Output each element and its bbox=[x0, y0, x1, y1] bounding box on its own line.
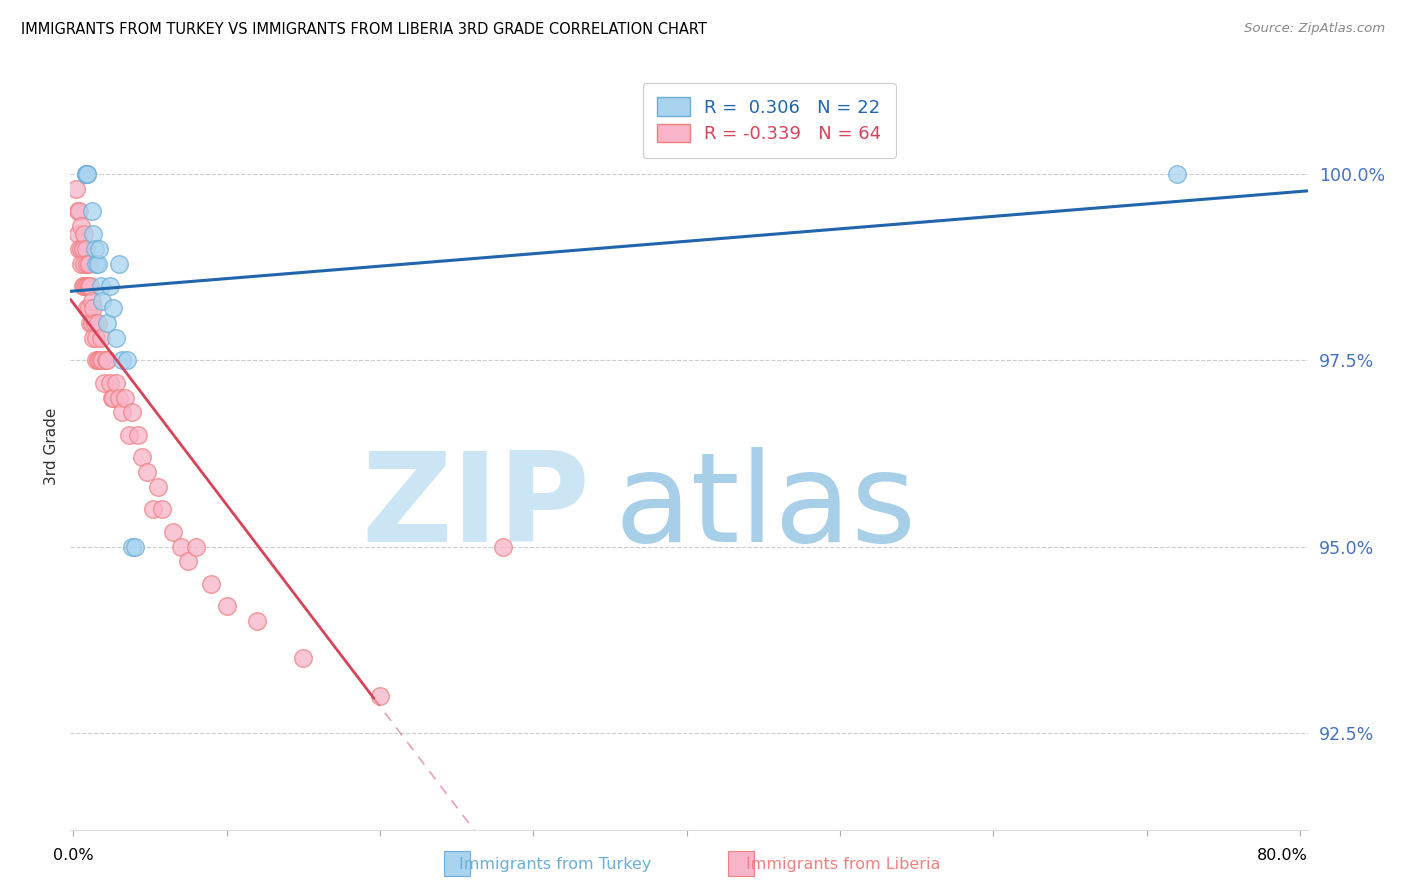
Point bbox=[91, 293, 114, 308]
Point bbox=[1166, 167, 1188, 181]
Point bbox=[77, 301, 100, 316]
Point bbox=[96, 316, 118, 330]
Point bbox=[108, 256, 131, 270]
Point bbox=[114, 391, 136, 405]
Point bbox=[90, 353, 112, 368]
Point bbox=[103, 391, 125, 405]
Point bbox=[103, 301, 125, 316]
Point bbox=[111, 405, 134, 419]
Point bbox=[86, 353, 108, 368]
Point bbox=[136, 465, 159, 479]
Point bbox=[66, 227, 89, 241]
Point bbox=[75, 278, 97, 293]
Point bbox=[146, 480, 169, 494]
Point bbox=[117, 427, 139, 442]
Point bbox=[121, 405, 143, 419]
Text: Source: ZipAtlas.com: Source: ZipAtlas.com bbox=[1244, 22, 1385, 36]
Point bbox=[96, 353, 118, 368]
Point bbox=[77, 278, 100, 293]
Text: Immigrants from Turkey: Immigrants from Turkey bbox=[460, 857, 651, 872]
Point bbox=[76, 256, 98, 270]
Point bbox=[200, 576, 222, 591]
Point bbox=[91, 353, 114, 368]
Point bbox=[77, 256, 100, 270]
Point bbox=[83, 242, 105, 256]
Point bbox=[80, 204, 103, 219]
Point bbox=[98, 376, 121, 390]
Point bbox=[80, 293, 103, 308]
Point bbox=[292, 651, 315, 665]
Legend: R =  0.306   N = 22, R = -0.339   N = 64: R = 0.306 N = 22, R = -0.339 N = 64 bbox=[643, 83, 896, 158]
Point bbox=[246, 614, 269, 628]
Point bbox=[124, 540, 146, 554]
Point bbox=[127, 427, 149, 442]
Point bbox=[79, 278, 101, 293]
Point bbox=[76, 301, 98, 316]
Point bbox=[70, 219, 93, 234]
Point bbox=[72, 278, 94, 293]
Point bbox=[76, 167, 98, 181]
Point bbox=[121, 540, 143, 554]
Point bbox=[90, 278, 112, 293]
Text: atlas: atlas bbox=[614, 447, 917, 568]
Point bbox=[86, 256, 108, 270]
Point bbox=[83, 316, 105, 330]
Point bbox=[82, 301, 104, 316]
Point bbox=[215, 599, 238, 614]
Text: ZIP: ZIP bbox=[361, 447, 591, 568]
Point bbox=[86, 331, 108, 345]
Point bbox=[162, 524, 184, 539]
Point bbox=[65, 182, 87, 196]
Point bbox=[108, 391, 131, 405]
Y-axis label: 3rd Grade: 3rd Grade bbox=[44, 408, 59, 484]
Text: Immigrants from Liberia: Immigrants from Liberia bbox=[747, 857, 941, 872]
Point bbox=[87, 256, 110, 270]
Text: 0.0%: 0.0% bbox=[53, 848, 94, 863]
Point bbox=[73, 227, 96, 241]
Point bbox=[90, 331, 112, 345]
Point bbox=[76, 167, 98, 181]
Point bbox=[177, 554, 200, 568]
Point bbox=[70, 256, 93, 270]
Point bbox=[368, 689, 391, 703]
Point bbox=[150, 502, 173, 516]
Point bbox=[170, 540, 193, 554]
Point bbox=[89, 242, 111, 256]
Point bbox=[105, 376, 128, 390]
Point bbox=[70, 242, 93, 256]
Point bbox=[75, 167, 97, 181]
Point bbox=[73, 256, 96, 270]
Point bbox=[79, 316, 101, 330]
Point bbox=[142, 502, 165, 516]
Point bbox=[111, 353, 134, 368]
Point bbox=[115, 353, 138, 368]
Point bbox=[69, 242, 91, 256]
Point bbox=[492, 540, 515, 554]
Point bbox=[105, 331, 128, 345]
Point bbox=[94, 353, 117, 368]
FancyBboxPatch shape bbox=[444, 851, 470, 876]
Point bbox=[69, 204, 91, 219]
Point bbox=[87, 316, 110, 330]
Text: 80.0%: 80.0% bbox=[1257, 848, 1308, 863]
Point bbox=[131, 450, 153, 465]
Point bbox=[75, 167, 97, 181]
Point bbox=[72, 242, 94, 256]
Point bbox=[82, 227, 104, 241]
Point bbox=[100, 391, 122, 405]
Point bbox=[75, 242, 97, 256]
Point bbox=[66, 204, 89, 219]
Point bbox=[87, 353, 110, 368]
Point bbox=[89, 353, 111, 368]
Point bbox=[80, 316, 103, 330]
Point bbox=[98, 278, 121, 293]
Point bbox=[82, 331, 104, 345]
Point bbox=[73, 278, 96, 293]
FancyBboxPatch shape bbox=[728, 851, 754, 876]
Point bbox=[93, 376, 115, 390]
Text: IMMIGRANTS FROM TURKEY VS IMMIGRANTS FROM LIBERIA 3RD GRADE CORRELATION CHART: IMMIGRANTS FROM TURKEY VS IMMIGRANTS FRO… bbox=[21, 22, 707, 37]
Point bbox=[76, 278, 98, 293]
Point bbox=[184, 540, 207, 554]
